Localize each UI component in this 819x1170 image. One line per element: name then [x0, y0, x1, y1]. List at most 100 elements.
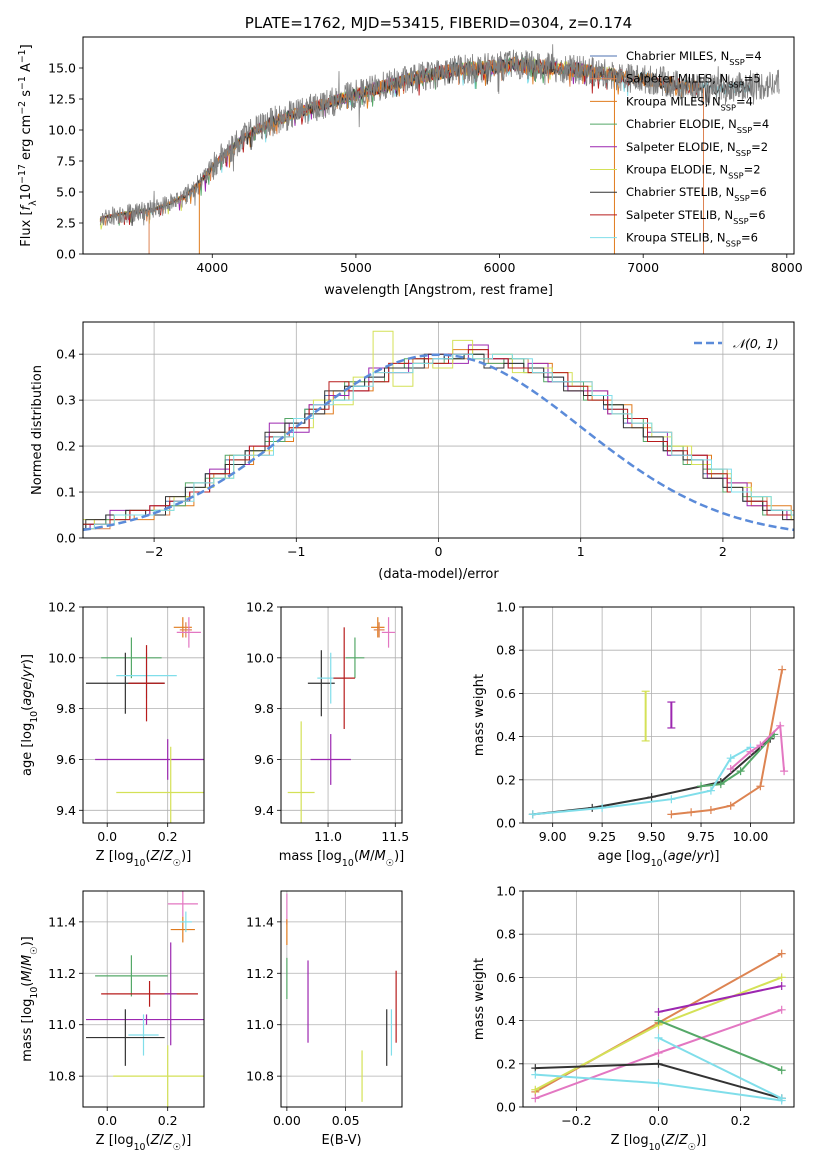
legend: Chabrier MILES, NSSP=4 Salpeter MILES, NS… — [590, 49, 769, 249]
axes-mass-weight-vs-metallicity: −0.2 0.0 0.2 0.0 0.2 0.4 0.6 0.8 1.0 Z [log10(Z/Z… — [472, 884, 795, 1153]
model-spectrum-line — [99, 57, 615, 230]
plot-area — [287, 617, 396, 823]
x-axis-label: mass [log10(M/M☉)] — [279, 849, 405, 869]
y-tick-label: 0.4 — [56, 347, 76, 362]
y-tick-label: 11.4 — [48, 914, 76, 929]
y-axis-label: mass [log10(M/M☉)] — [20, 936, 40, 1062]
weight-line — [730, 723, 786, 772]
y-tick-label: 0.4 — [496, 729, 516, 744]
weight-marker — [706, 786, 715, 795]
weight-marker — [776, 721, 785, 730]
plot-area — [286, 893, 397, 1102]
x-tick-label: 9.00 — [539, 829, 567, 844]
x-axis-label: Z [log10(Z/Z☉)] — [96, 849, 192, 869]
weight-marker — [716, 780, 725, 789]
y-tick-label: 0.1 — [56, 485, 76, 500]
x-tick-label: 9.25 — [588, 829, 616, 844]
weight-marker — [654, 1049, 663, 1057]
x-tick-label: 10.00 — [733, 829, 769, 844]
y-tick-label: 10.0 — [48, 123, 76, 138]
weight-marker — [654, 1016, 663, 1025]
x-axis-label: E(B-V) — [321, 1133, 361, 1148]
legend-label: Kroupa STELIB, NSSP=6 — [626, 231, 758, 249]
axes-frame — [522, 606, 795, 824]
legend-label: Kroupa ELODIE, NSSP=2 — [626, 163, 761, 181]
weight-marker — [654, 1033, 663, 1042]
x-tick-label: 0 — [435, 544, 443, 559]
axes-frame — [280, 890, 403, 1108]
y-tick-label: 0.2 — [56, 439, 76, 454]
y-tick-label: 0.0 — [56, 247, 76, 262]
weight-marker — [654, 1059, 663, 1068]
y-tick-label: 9.4 — [254, 803, 274, 818]
y-tick-label: 0.8 — [496, 643, 516, 658]
y-tick-label: 10.0 — [246, 650, 274, 665]
x-axis-label: wavelength [Angstrom, rest frame] — [324, 283, 553, 298]
histogram-step-line — [83, 330, 794, 525]
plot-area — [99, 44, 780, 254]
weight-marker — [780, 767, 789, 776]
histogram-step-line — [83, 349, 794, 530]
observed-spectrum-line — [99, 44, 780, 226]
x-tick-label: 7000 — [627, 260, 659, 275]
weight-marker — [667, 810, 676, 819]
legend-label: Salpeter MILES, NSSP=5 — [626, 72, 761, 90]
y-tick-label: 7.5 — [56, 154, 76, 169]
y-axis-label: Normed distribution — [30, 365, 45, 495]
gaussian-line — [83, 353, 794, 532]
x-tick-label: 0.2 — [158, 829, 178, 844]
x-tick-label: −1 — [287, 544, 305, 559]
plot-area — [528, 665, 789, 819]
weight-marker — [777, 1066, 786, 1075]
x-tick-label: 2 — [719, 544, 727, 559]
y-tick-label: 0.0 — [56, 531, 76, 546]
x-tick-label: 9.50 — [638, 829, 666, 844]
x-tick-label: 0.00 — [273, 1113, 301, 1128]
weight-marker — [667, 795, 676, 804]
x-axis-label: (data-model)/error — [378, 567, 499, 582]
y-tick-label: 5.0 — [56, 185, 76, 200]
y-tick-label: 9.8 — [56, 701, 76, 716]
y-tick-label: 15.0 — [48, 61, 76, 76]
x-tick-label: 0.05 — [332, 1113, 360, 1128]
y-tick-label: 0.4 — [496, 1013, 516, 1028]
x-axis-label: age [log10(age/yr)] — [597, 849, 719, 869]
y-tick-label: 0.3 — [56, 393, 76, 408]
x-tick-label: 5000 — [340, 260, 372, 275]
weight-marker — [687, 808, 696, 817]
axes-frame — [82, 36, 795, 255]
weight-marker — [697, 782, 706, 791]
y-tick-label: 0.2 — [496, 772, 516, 787]
weight-marker — [756, 782, 765, 791]
weight-marker — [736, 767, 745, 776]
plot-area — [86, 617, 204, 823]
y-tick-label: 11.2 — [48, 966, 76, 981]
x-tick-label: −0.2 — [561, 1113, 591, 1128]
histogram-step-line — [83, 349, 794, 525]
weight-marker — [777, 982, 786, 991]
weight-marker — [706, 806, 715, 815]
y-tick-label: 12.5 — [48, 92, 76, 107]
x-tick-label: 11.0 — [314, 829, 342, 844]
y-axis-label: Flux [fλ10−17 erg cm−2 s−1 A−1] — [17, 44, 39, 246]
x-tick-label: 0.0 — [649, 1113, 669, 1128]
axes-mass-vs-metallicity: 0.0 0.2 10.8 11.0 11.2 11.4 Z [log10(Z/Z☉)] mas… — [20, 890, 205, 1153]
plot-area — [86, 891, 204, 1107]
y-axis-label: age [log10(age/yr)] — [20, 654, 40, 776]
x-tick-label: 0.0 — [97, 829, 117, 844]
y-tick-label: 2.5 — [56, 216, 76, 231]
legend-label: Kroupa MILES, NSSP=4 — [626, 94, 753, 112]
axes-age-vs-mass: 11.0 11.5 9.4 9.6 9.8 10.0 10.2 mass [log10(M/M… — [246, 600, 409, 869]
axes-spectrum: 4000 5000 6000 7000 8000 0.0 2.5 5.0 7.5 10.0 12.5… — [17, 14, 803, 298]
y-tick-label: 9.6 — [254, 752, 274, 767]
x-tick-label: 4000 — [196, 260, 228, 275]
weight-marker — [598, 803, 607, 812]
weight-marker — [528, 810, 537, 819]
weight-line — [532, 746, 751, 816]
weight-marker — [778, 665, 787, 674]
x-tick-label: 0.0 — [97, 1113, 117, 1128]
weight-line — [658, 985, 782, 1013]
plot-area — [531, 949, 786, 1105]
axes-mass-vs-ebv: 0.00 0.05 10.8 11.0 11.2 11.4 E(B-V) — [246, 890, 403, 1148]
